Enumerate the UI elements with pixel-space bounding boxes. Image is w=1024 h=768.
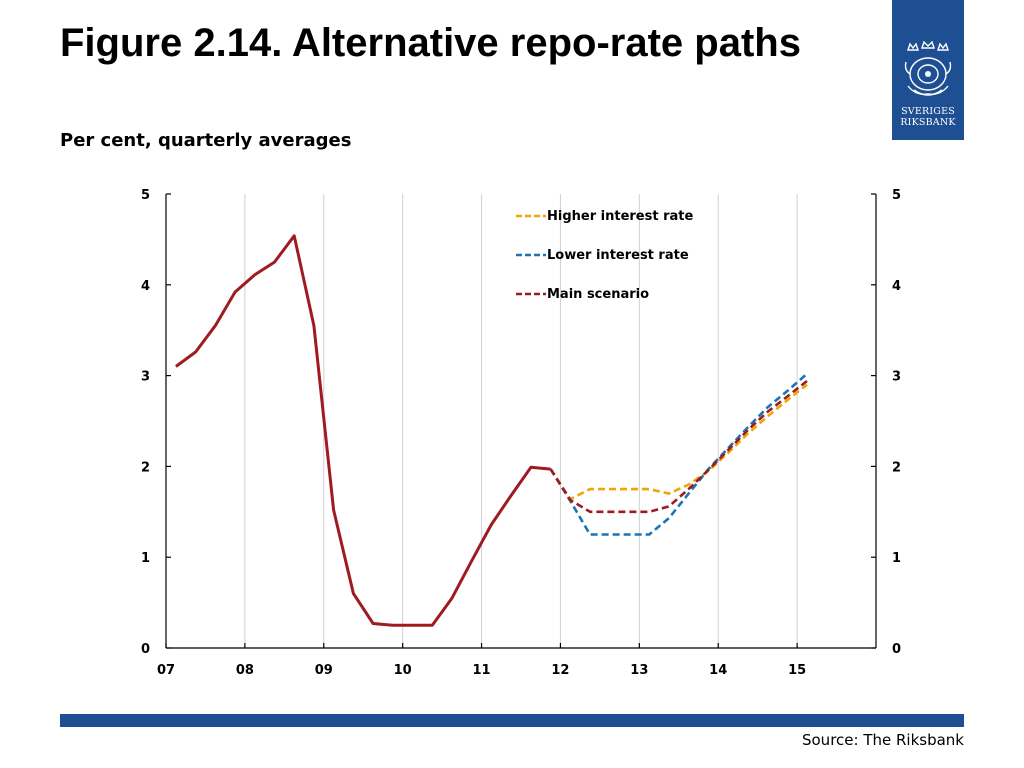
source-note: Source: The Riksbank	[801, 731, 964, 749]
y-tick-label-left-1: 1	[141, 551, 150, 566]
y-tick-label-right-5: 5	[892, 188, 901, 203]
y-tick-label-left-3: 3	[141, 370, 150, 385]
footer-bar	[60, 714, 964, 727]
x-tick-label-12: 12	[551, 663, 569, 678]
y-tick-label-right-3: 3	[892, 370, 901, 385]
y-tick-label-right-1: 1	[892, 551, 901, 566]
series-line-lower-interest-rate	[549, 372, 808, 536]
series-line-main-scenario-outcome	[175, 234, 551, 627]
x-tick-label-11: 11	[473, 663, 491, 678]
y-tick-label-left-4: 4	[141, 279, 150, 294]
page-title: Figure 2.14. Alternative repo-rate paths	[60, 21, 801, 65]
y-tick-label-right-2: 2	[892, 460, 901, 475]
x-tick-label-13: 13	[630, 663, 648, 678]
logo-text-line1: SVERIGES	[901, 106, 955, 117]
x-tick-label-08: 08	[236, 663, 254, 678]
series-line-higher-interest-rate	[549, 383, 808, 501]
y-tick-label-left-2: 2	[141, 460, 150, 475]
legend-label-lower-interest-rate: Lower interest rate	[547, 248, 689, 263]
x-tick-label-15: 15	[788, 663, 806, 678]
series-line-main-scenario	[549, 379, 808, 514]
page-subtitle: Per cent, quarterly averages	[60, 130, 352, 151]
y-tick-label-left-0: 0	[141, 642, 150, 657]
riksbank-logo: SVERIGES RIKSBANK	[892, 0, 964, 140]
legend-label-main-scenario: Main scenario	[547, 287, 649, 302]
x-tick-label-07: 07	[157, 663, 175, 678]
chart-container: 0 0 1 1 2 2 3 3 4 4 5 5 07 08 09 10 11 12 13 14 15 Higher int…	[0, 170, 1024, 690]
y-tick-label-right-4: 4	[892, 279, 901, 294]
riksbank-crest-icon	[904, 40, 952, 96]
y-tick-label-right-0: 0	[892, 642, 901, 657]
legend-label-higher-interest-rate: Higher interest rate	[547, 209, 693, 224]
logo-text-line2: RIKSBANK	[900, 117, 956, 128]
y-tick-label-left-5: 5	[141, 188, 150, 203]
x-tick-label-09: 09	[315, 663, 333, 678]
x-tick-label-10: 10	[394, 663, 412, 678]
x-tick-label-14: 14	[709, 663, 727, 678]
